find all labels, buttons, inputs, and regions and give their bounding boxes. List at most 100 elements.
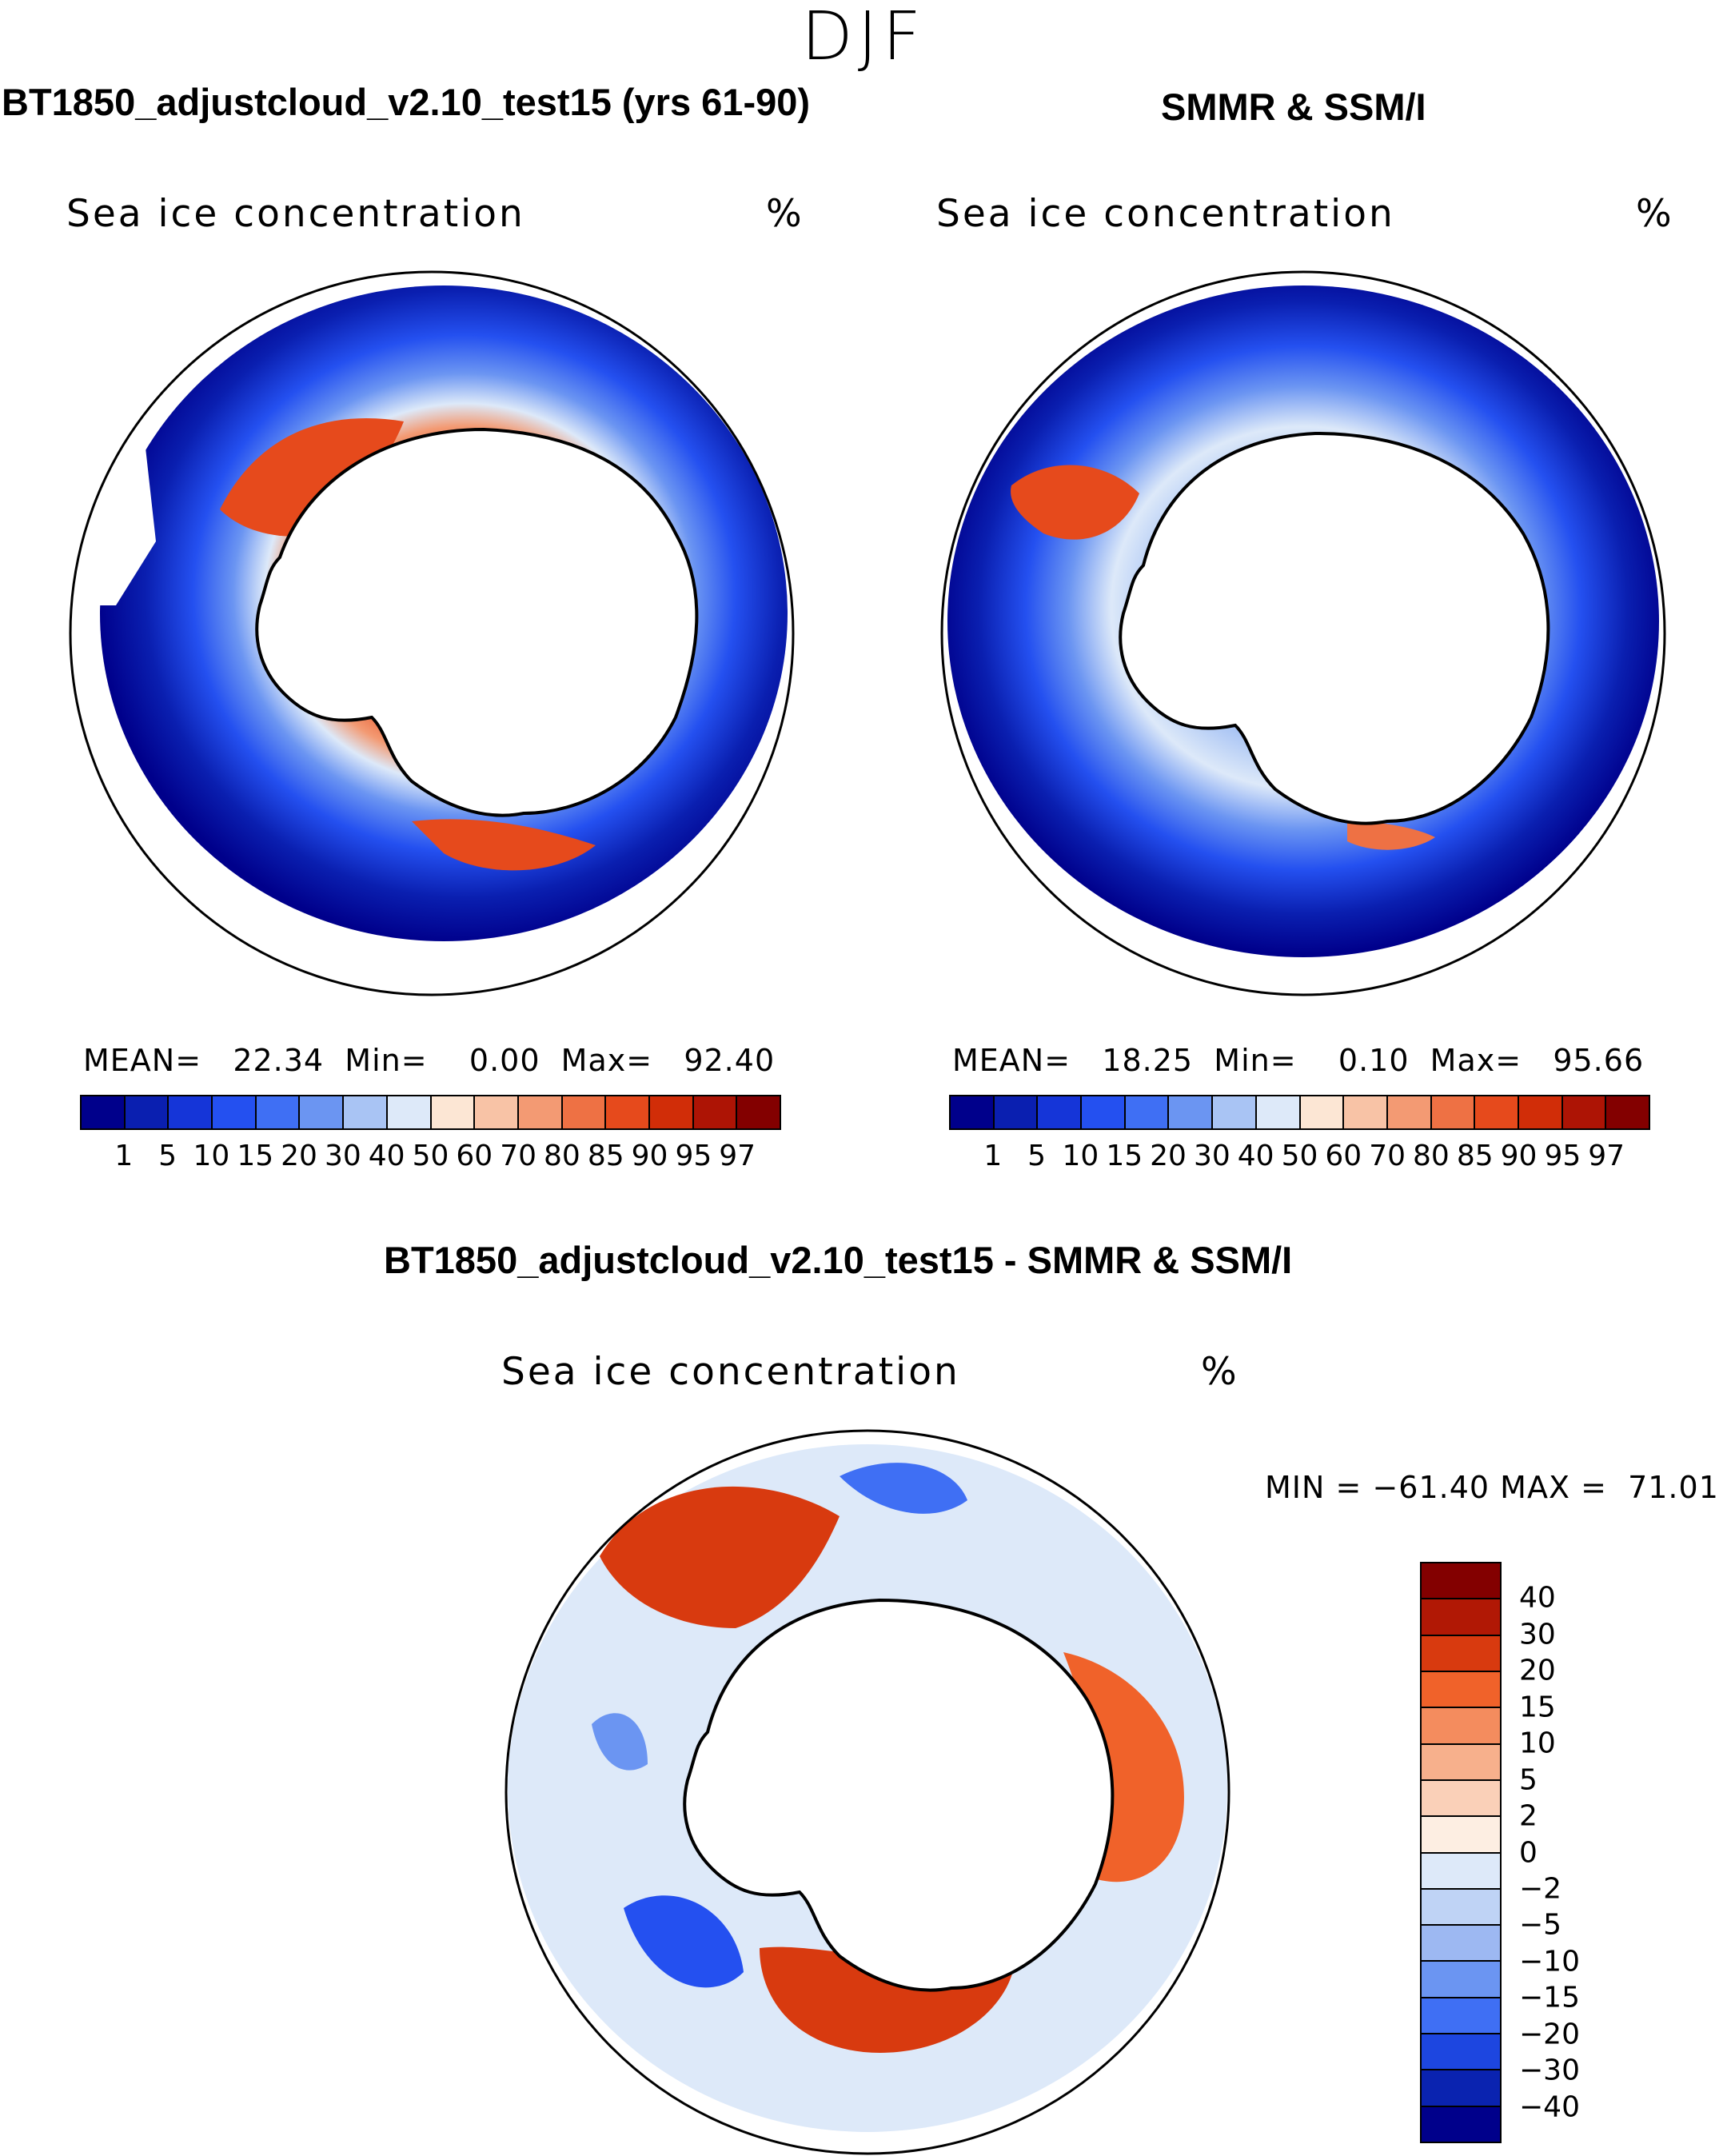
colorbar-tick-label: 60 [456,1140,493,1172]
diff-colorbar-tick-label: −20 [1519,2018,1580,2051]
diff-colorbar-swatch [1422,1599,1500,1636]
colorbar-tick-label: 30 [324,1140,361,1172]
season-title: DJF [801,0,926,75]
diff-colorbar-swatch [1422,1889,1500,1926]
colorbar-tick-label: 60 [1325,1140,1362,1172]
diff-colorbar-swatch [1422,1563,1500,1600]
colorbar-swatch [606,1096,650,1128]
colorbar-tick-label: 40 [1237,1140,1274,1172]
colorbar-swatch [737,1096,780,1128]
colorbar-tick-label: 80 [544,1140,580,1172]
diff-colorbar-tick-label: −5 [1519,1908,1562,1942]
colorbar-swatch [693,1096,738,1128]
colorbar-swatch [1300,1096,1345,1128]
diff-colorbar-swatch [1422,2070,1500,2107]
diff-colorbar-tick-label: −15 [1519,1981,1580,2014]
colorbar-tick-label: 5 [1027,1140,1047,1172]
diff-colorbar-tick-label: 20 [1519,1654,1556,1687]
colorbar-tick-label: 85 [1456,1140,1494,1172]
diff-field-label: Sea ice concentration [501,1350,960,1394]
diff-colorbar-tick-label: 2 [1519,1799,1538,1833]
model-mean-value: 22.34 [233,1043,325,1078]
diff-colorbar-tick-label: −10 [1519,1945,1580,1978]
colorbar-swatch [518,1096,563,1128]
colorbar-tick-label: 97 [719,1140,756,1172]
model-panel-title: BT1850_adjustcloud_v2.10_test15 (yrs 61-… [2,81,811,123]
obs-mean-label: MEAN= [952,1043,1071,1078]
colorbar-swatch [1518,1096,1563,1128]
diff-colorbar-tick-label: 0 [1519,1836,1538,1869]
diff-colorbar-ticks: 40 30 20 15 10 5 2 0 −2 −5 −10 −15 −20 −30 −40 [1519,1562,1679,2143]
colorbar-tick-label: 1 [114,1140,134,1172]
diff-colorbar-swatch [1422,1817,1500,1854]
model-min-value: 0.00 [469,1043,540,1078]
diff-negative-patch-3 [592,1713,648,1771]
colorbar-swatch [344,1096,388,1128]
model-colorbar [80,1095,781,1130]
colorbar-tick-label: 50 [412,1140,449,1172]
colorbar-tick-label: 15 [1106,1140,1143,1172]
obs-mean-value: 18.25 [1102,1043,1194,1078]
diff-max-value: 71.01 [1628,1470,1719,1505]
diff-colorbar-swatch [1422,1744,1500,1781]
colorbar-swatch [82,1096,126,1128]
diff-colorbar-swatch [1422,1708,1500,1745]
colorbar-swatch [1475,1096,1519,1128]
colorbar-tick-label: 95 [675,1140,712,1172]
colorbar-swatch [1038,1096,1083,1128]
colorbar-swatch [169,1096,213,1128]
colorbar-tick-label: 90 [631,1140,668,1172]
diff-colorbar-swatch [1422,2034,1500,2071]
diff-colorbar-tick-label: 30 [1519,1618,1556,1651]
obs-polar-map [940,270,1666,996]
diff-colorbar-tick-label: 15 [1519,1691,1556,1724]
diff-colorbar-swatch [1422,1998,1500,2035]
model-max-label: Max= [560,1043,653,1078]
colorbar-swatch [431,1096,476,1128]
diff-min-value: −61.40 [1372,1470,1490,1505]
diff-colorbar-tick-label: −40 [1519,2090,1580,2124]
diff-polar-map [505,1429,1230,2155]
diff-negative-patch-1 [840,1463,967,1514]
colorbar-tick-label: 20 [1150,1140,1187,1172]
colorbar-swatch [1213,1096,1257,1128]
model-stats: MEAN= 22.34 Min= 0.00 Max= 92.40 [83,1043,775,1078]
obs-colorbar-ticks: 1 5 10 15 20 30 40 50 60 70 80 85 90 95 97 [949,1140,1650,1172]
colorbar-tick-label: 10 [1062,1140,1099,1172]
colorbar-swatch [1431,1096,1476,1128]
diff-max-label: MAX = [1500,1470,1607,1505]
colorbar-tick-label: 30 [1193,1140,1230,1172]
colorbar-tick-label: 40 [368,1140,405,1172]
diff-colorbar-tick-label: 5 [1519,1763,1538,1797]
diff-colorbar-tick-label: −2 [1519,1872,1562,1906]
obs-max-value: 95.66 [1553,1043,1645,1078]
colorbar-swatch [562,1096,607,1128]
obs-min-value: 0.10 [1338,1043,1410,1078]
obs-panel-title: SMMR & SSM/I [1161,86,1426,128]
colorbar-swatch [1344,1096,1388,1128]
model-max-value: 92.40 [684,1043,776,1078]
colorbar-tick-label: 10 [193,1140,230,1172]
colorbar-swatch [1082,1096,1126,1128]
colorbar-tick-label: 95 [1544,1140,1581,1172]
obs-min-label: Min= [1214,1043,1297,1078]
model-field-label: Sea ice concentration [66,192,525,236]
obs-field-label: Sea ice concentration [936,192,1395,236]
colorbar-tick-label: 15 [237,1140,274,1172]
diff-min-label: MIN = [1265,1470,1362,1505]
colorbar-tick-label: 5 [158,1140,177,1172]
model-ice-weddell-high [220,417,404,537]
model-unit: % [766,192,802,236]
diff-colorbar-swatch [1422,1780,1500,1818]
colorbar-swatch [951,1096,995,1128]
obs-antarctica-land [1119,431,1550,825]
colorbar-tick-label: 70 [500,1140,537,1172]
diff-negative-patch-2 [624,1895,744,1988]
colorbar-swatch [1256,1096,1301,1128]
colorbar-swatch [387,1096,432,1128]
diff-panel-title: BT1850_adjustcloud_v2.10_test15 - SMMR &… [384,1239,1293,1281]
colorbar-tick-label: 50 [1281,1140,1318,1172]
colorbar-tick-label: 70 [1369,1140,1406,1172]
colorbar-swatch [300,1096,345,1128]
colorbar-swatch [125,1096,170,1128]
